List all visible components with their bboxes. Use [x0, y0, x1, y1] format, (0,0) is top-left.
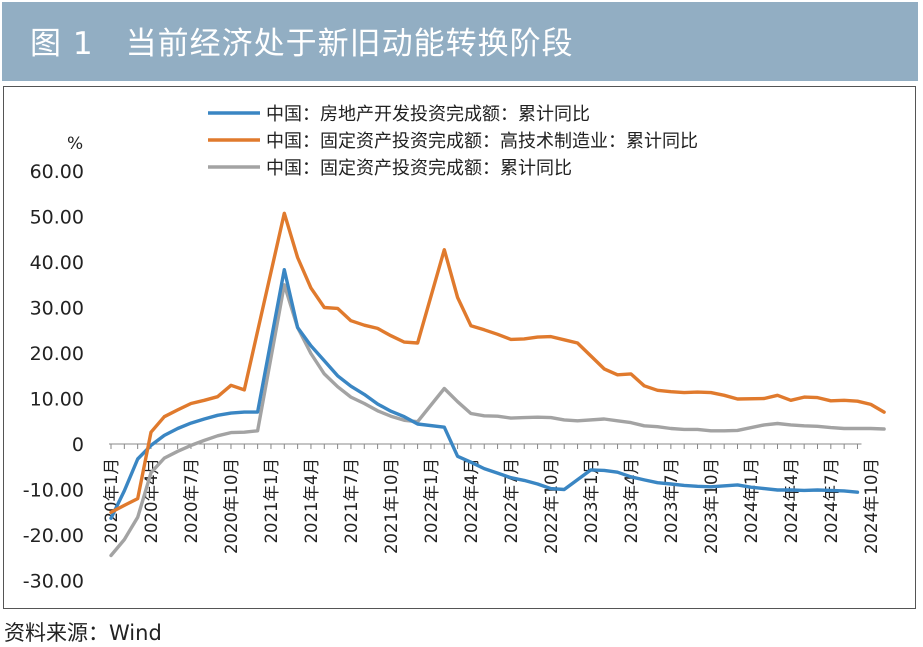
y-tick-label: 40.00 — [30, 252, 84, 274]
legend-label-2: 中国：固定资产投资完成额：高技术制造业：累计同比 — [266, 131, 698, 152]
legend-label-3: 中国：固定资产投资完成额：累计同比 — [266, 158, 572, 179]
y-tick-label: 30.00 — [30, 298, 84, 320]
x-tick-label: 2022年10月 — [542, 458, 561, 554]
y-tick-label: -30.00 — [23, 571, 84, 593]
legend-label-1: 中国：房地产开发投资完成额：累计同比 — [266, 104, 590, 125]
x-tick-label: 2024年10月 — [862, 458, 881, 554]
series-line-3 — [109, 283, 886, 558]
x-tick-label: 2023年4月 — [622, 458, 641, 544]
x-tick-label: 2023年10月 — [702, 458, 721, 554]
y-tick-label: -20.00 — [23, 525, 84, 547]
x-tick-label: 2024年7月 — [822, 458, 841, 544]
line-chart: % 60.00 50.00 40.00 30.00 20.00 10.00 0 -10.00 -2… — [23, 104, 886, 593]
y-tick-label: -10.00 — [23, 480, 84, 502]
y-tick-label: 10.00 — [30, 389, 84, 411]
series-line-1 — [109, 268, 860, 520]
y-tick-label: 20.00 — [30, 343, 84, 365]
x-tick-label: 2020年1月 — [102, 458, 121, 544]
x-tick-label: 2022年1月 — [422, 458, 441, 543]
x-tick-label: 2022年7月 — [502, 458, 521, 544]
y-tick-label: 60.00 — [30, 161, 84, 183]
series-line-2 — [109, 211, 886, 514]
figure-title: 图 1 当前经济处于新旧动能转换阶段 — [30, 26, 574, 62]
y-axis-unit: % — [67, 134, 83, 154]
x-tick-label: 2023年7月 — [662, 458, 681, 544]
x-tick-label: 2021年1月 — [262, 458, 281, 544]
x-tick-label: 2020年10月 — [222, 458, 241, 554]
x-tick-label: 2022年4月 — [462, 458, 481, 543]
chart-frame: % 60.00 50.00 40.00 30.00 20.00 10.00 0 -10.00 -2… — [3, 86, 916, 609]
x-tick-label: 2021年10月 — [382, 458, 401, 554]
x-tick-label: 2020年7月 — [182, 458, 201, 544]
y-tick-label: 50.00 — [30, 207, 84, 229]
x-tick-label: 2024年4月 — [782, 458, 801, 544]
figure-header: 图 1 当前经济处于新旧动能转换阶段 — [2, 2, 918, 81]
y-tick-label: 0 — [72, 434, 84, 456]
source-note: 资料来源：Wind — [4, 621, 162, 645]
x-tick-label: 2021年4月 — [302, 458, 321, 544]
x-tick-label: 2020年4月 — [142, 458, 161, 544]
x-tick-label: 2023年1月 — [582, 458, 601, 544]
x-tick-label: 2024年1月 — [742, 458, 761, 544]
x-tick-label: 2021年7月 — [342, 458, 361, 544]
